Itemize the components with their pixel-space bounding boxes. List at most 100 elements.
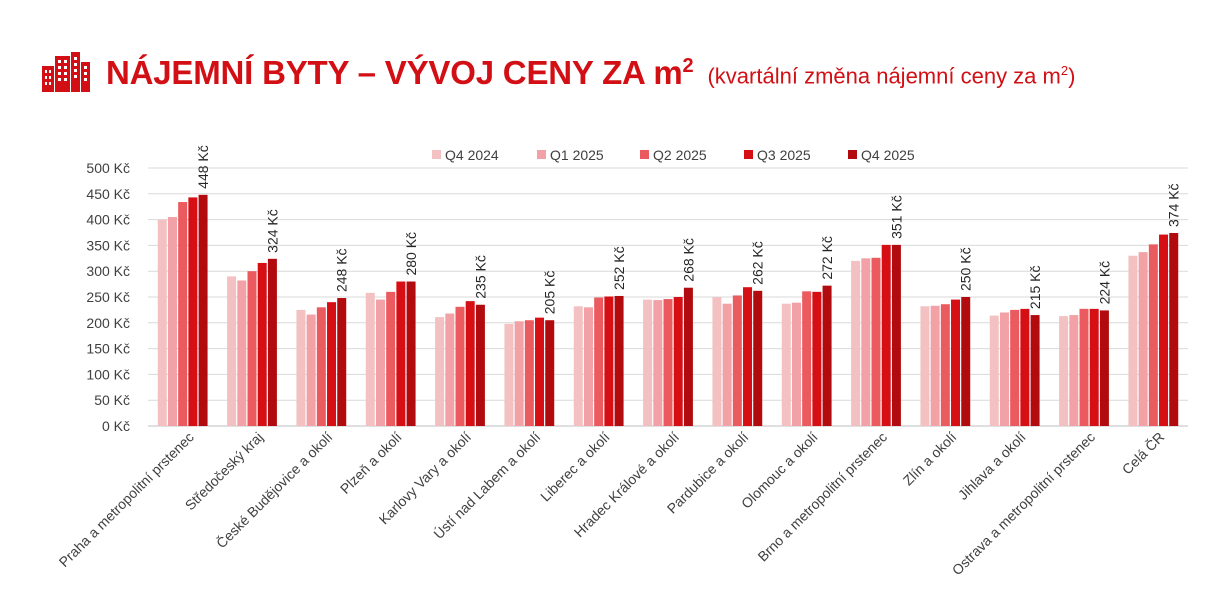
bar — [157, 219, 167, 426]
y-tick-label: 50 Kč — [94, 392, 130, 408]
bar — [732, 295, 742, 426]
y-tick-label: 0 Kč — [102, 418, 130, 434]
bar — [227, 276, 237, 426]
bar — [802, 291, 812, 426]
x-tick-label: Plzeň a okolí — [337, 429, 405, 497]
bar — [247, 271, 257, 426]
data-label: 351 Kč — [888, 195, 904, 239]
bar — [653, 300, 663, 426]
data-label: 224 Kč — [1096, 261, 1112, 305]
bar — [812, 291, 822, 426]
legend-label: Q4 2025 — [861, 147, 915, 163]
bar — [1089, 308, 1099, 426]
bar — [791, 302, 801, 426]
bar — [1159, 234, 1169, 426]
data-label: 448 Kč — [195, 145, 211, 189]
bar — [337, 298, 347, 426]
y-tick-label: 300 Kč — [86, 263, 130, 279]
bar — [514, 321, 524, 426]
bar — [920, 306, 930, 426]
data-label: 250 Kč — [958, 247, 974, 291]
bar — [465, 301, 475, 426]
bar — [524, 320, 534, 426]
legend: Q4 2024 Q1 2025 Q2 2025 Q3 2025 Q4 2025 — [432, 147, 915, 163]
y-tick-label: 250 Kč — [86, 289, 130, 305]
y-tick-label: 100 Kč — [86, 366, 130, 382]
bar — [167, 217, 177, 426]
bar — [712, 297, 722, 426]
bar — [1169, 233, 1179, 426]
data-label: 272 Kč — [819, 236, 835, 280]
bar — [445, 313, 455, 426]
page-title: NÁJEMNÍ BYTY – VÝVOJ CENY ZA m2 — [106, 54, 694, 91]
bar — [296, 309, 306, 426]
bar — [406, 281, 416, 426]
bar — [930, 305, 940, 426]
bar — [1138, 252, 1148, 426]
bar — [435, 317, 445, 426]
bar — [306, 314, 316, 426]
bar — [989, 315, 999, 426]
legend-label: Q2 2025 — [653, 147, 707, 163]
bar — [583, 307, 593, 426]
data-label: 268 Kč — [680, 238, 696, 282]
y-tick-label: 500 Kč — [86, 160, 130, 176]
x-tick-label: Brno a metropolitní prstenec — [754, 429, 890, 565]
bars — [157, 194, 1179, 426]
data-label: 324 Kč — [264, 209, 280, 253]
bar — [237, 280, 247, 426]
bar — [535, 317, 545, 426]
legend-swatch — [744, 150, 753, 159]
data-label: 262 Kč — [750, 241, 766, 285]
y-tick-label: 450 Kč — [86, 186, 130, 202]
x-tick-label: Celá ČR — [1119, 429, 1168, 478]
bar — [267, 258, 277, 426]
y-tick-label: 350 Kč — [86, 237, 130, 253]
bar — [1030, 315, 1040, 426]
data-labels: 448 Kč 324 Kč 248 Kč 280 Kč 235 Kč 205 Kč 252 … — [195, 145, 1182, 314]
bar — [663, 299, 673, 426]
bar — [1099, 310, 1109, 426]
bar — [753, 290, 763, 426]
bar — [1059, 316, 1069, 426]
bar — [1079, 308, 1089, 426]
bar — [188, 197, 198, 426]
y-axis-ticks: 0 Kč 50 Kč 100 Kč 150 Kč 200 Kč 250 Kč 300 Kč 3… — [86, 160, 130, 434]
legend-swatch — [432, 150, 441, 159]
legend-label: Q1 2025 — [550, 147, 604, 163]
bar — [722, 303, 732, 426]
bar — [940, 304, 950, 426]
y-tick-label: 150 Kč — [86, 341, 130, 357]
bar — [396, 281, 406, 426]
x-tick-label: Zlín a okolí — [900, 429, 960, 489]
bar — [1128, 255, 1138, 426]
bar — [455, 306, 465, 426]
data-label: 374 Kč — [1166, 183, 1182, 227]
data-label: 215 Kč — [1027, 265, 1043, 309]
page-subtitle: (kvartální změna nájemní ceny za m2) — [707, 62, 1076, 88]
bar — [594, 297, 604, 426]
data-label: 205 Kč — [542, 271, 558, 315]
x-axis-ticks: Praha a metropolitní prstenecStředočeský… — [56, 429, 1168, 578]
bar — [683, 287, 693, 426]
data-label: 248 Kč — [334, 248, 350, 292]
x-tick-label: Ostrava a metropolitní prstenec — [949, 429, 1098, 578]
bar — [951, 299, 961, 426]
bar — [316, 307, 326, 426]
bar — [573, 306, 583, 426]
legend-swatch — [848, 150, 857, 159]
x-tick-label: Liberec a okolí — [537, 429, 613, 505]
bar — [198, 194, 208, 426]
legend-swatch — [640, 150, 649, 159]
legend-label: Q4 2024 — [445, 147, 499, 163]
bar — [643, 299, 653, 426]
data-label: 252 Kč — [611, 246, 627, 290]
y-tick-label: 200 Kč — [86, 315, 130, 331]
bar — [1069, 315, 1079, 426]
legend-label: Q3 2025 — [757, 147, 811, 163]
buildings-icon — [42, 52, 90, 92]
data-label: 280 Kč — [403, 232, 419, 276]
x-tick-label: České Budějovice a okolí — [213, 429, 336, 552]
bar — [881, 244, 891, 426]
bar — [614, 295, 624, 426]
